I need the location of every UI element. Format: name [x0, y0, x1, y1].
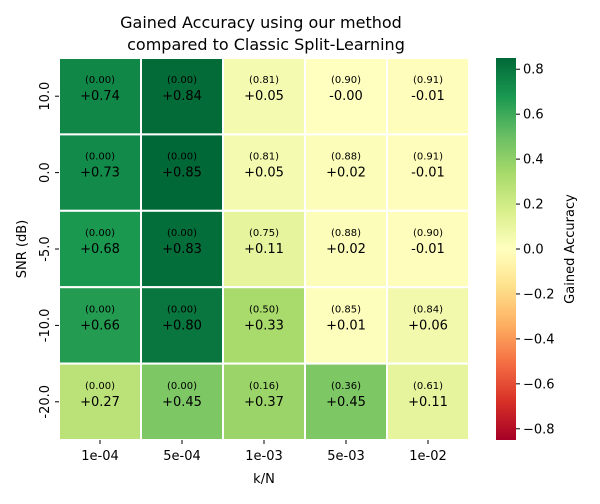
- x-tick-label: 5e-04: [163, 449, 201, 464]
- heatmap-cell: [140, 362, 224, 442]
- heatmap-cell: [140, 209, 224, 289]
- cell-secondary-label: (0.00): [167, 75, 197, 86]
- cell-secondary-label: (0.00): [167, 381, 197, 392]
- cell-secondary-label: (0.00): [85, 304, 115, 315]
- x-tick-label: 1e-03: [245, 449, 283, 464]
- cell-secondary-label: (0.91): [413, 75, 443, 86]
- cell-secondary-label: (0.88): [331, 152, 361, 163]
- cell-value-label: +0.74: [80, 89, 120, 104]
- heatmap-cell: [386, 133, 470, 212]
- colorbar: [496, 58, 516, 440]
- cell-secondary-label: (0.00): [167, 228, 197, 239]
- cell-secondary-label: (0.75): [249, 228, 279, 239]
- x-axis-ticks: 1e-04 5e-04 1e-03 5e-03 1e-02: [81, 440, 447, 464]
- colorbar-tick-label: 0.6: [523, 108, 544, 123]
- y-tick-label: -10.0: [38, 309, 53, 343]
- heatmap-cell: [304, 286, 388, 365]
- cell-secondary-label: (0.16): [249, 381, 279, 392]
- heatmap-cell: [58, 362, 142, 442]
- cell-secondary-label: (0.85): [331, 304, 361, 315]
- cell-secondary-label: (0.81): [249, 75, 279, 86]
- heatmap-cell: [304, 209, 388, 289]
- cell-value-label: +0.05: [244, 166, 284, 181]
- heatmap-cell: [222, 362, 306, 442]
- cell-value-label: -0.01: [411, 242, 445, 257]
- chart-title-line-1: Gained Accuracy using our method: [120, 13, 402, 32]
- cell-secondary-label: (0.88): [331, 228, 361, 239]
- cell-secondary-label: (0.00): [85, 228, 115, 239]
- cell-value-label: +0.02: [326, 166, 366, 181]
- x-axis-label: k/N: [253, 472, 275, 487]
- cell-value-label: +0.66: [80, 318, 120, 333]
- cell-secondary-label: (0.00): [85, 152, 115, 163]
- heatmap-cell: [222, 133, 306, 212]
- colorbar-label: Gained Accuracy: [563, 194, 578, 304]
- cell-value-label: +0.11: [408, 395, 448, 410]
- cell-value-label: +0.84: [162, 89, 202, 104]
- cell-value-label: +0.05: [244, 89, 284, 104]
- cell-secondary-label: (0.00): [85, 381, 115, 392]
- colorbar-tick-label: 0.2: [523, 198, 544, 213]
- cell-value-label: -0.01: [411, 166, 445, 181]
- cell-value-label: +0.45: [162, 395, 202, 410]
- cell-value-label: +0.85: [162, 166, 202, 181]
- cell-value-label: +0.80: [162, 318, 202, 333]
- chart-title-line-2: compared to Classic Split-Learning: [127, 35, 405, 54]
- cell-value-label: +0.33: [244, 318, 284, 333]
- cell-value-label: +0.83: [162, 242, 202, 257]
- y-tick-label: 0.0: [38, 162, 53, 183]
- colorbar-tick-label: 0.4: [523, 153, 544, 168]
- cell-value-label: +0.45: [326, 395, 366, 410]
- cell-value-label: +0.02: [326, 242, 366, 257]
- colorbar-ticks: 0.8 0.6 0.4 0.2 0.0 −0.2 −0.4 −0.6 −0.8: [516, 63, 555, 437]
- colorbar-tick-label: −0.8: [523, 422, 555, 437]
- cell-value-label: +0.06: [408, 318, 448, 333]
- colorbar-tick-label: −0.2: [523, 287, 555, 302]
- y-axis-ticks: 10.0 0.0 -5.0 -10.0 -20.0: [38, 82, 59, 419]
- cell-secondary-label: (0.50): [249, 304, 279, 315]
- colorbar-tick-label: 0.8: [523, 63, 544, 78]
- x-tick-label: 1e-02: [409, 449, 447, 464]
- cell-secondary-label: (0.36): [331, 381, 361, 392]
- y-tick-label: -5.0: [38, 236, 53, 261]
- cell-value-label: -0.01: [411, 89, 445, 104]
- y-tick-label: 10.0: [38, 82, 53, 111]
- heatmap-cell: [386, 286, 470, 365]
- cell-secondary-label: (0.81): [249, 152, 279, 163]
- heatmap-cell: [140, 286, 224, 365]
- cell-value-label: -0.00: [329, 89, 363, 104]
- cell-secondary-label: (0.90): [413, 228, 443, 239]
- y-axis-label: SNR (dB): [15, 220, 30, 278]
- x-tick-label: 1e-04: [81, 449, 119, 464]
- colorbar-tick-label: −0.6: [523, 377, 555, 392]
- heatmap-cell: [222, 286, 306, 365]
- y-tick-label: -20.0: [38, 385, 53, 419]
- cell-secondary-label: (0.90): [331, 75, 361, 86]
- cell-value-label: +0.73: [80, 166, 120, 181]
- heatmap-cell-labels: (0.00) +0.74 (0.00) +0.84 (0.81) +0.05 (0.90) -…: [80, 75, 448, 410]
- cell-secondary-label: (0.91): [413, 152, 443, 163]
- cell-secondary-label: (0.84): [413, 304, 443, 315]
- cell-value-label: +0.01: [326, 318, 366, 333]
- cell-value-label: +0.68: [80, 242, 120, 257]
- cell-secondary-label: (0.00): [85, 75, 115, 86]
- cell-secondary-label: (0.00): [167, 304, 197, 315]
- cell-secondary-label: (0.61): [413, 381, 443, 392]
- heatmap-cells: [58, 57, 470, 442]
- colorbar-tick-label: 0.0: [523, 243, 544, 258]
- cell-value-label: +0.11: [244, 242, 284, 257]
- cell-secondary-label: (0.00): [167, 152, 197, 163]
- x-tick-label: 5e-03: [327, 449, 365, 464]
- cell-value-label: +0.27: [80, 395, 120, 410]
- cell-value-label: +0.37: [244, 395, 284, 410]
- heatmap-cell: [140, 57, 224, 136]
- colorbar-tick-label: −0.4: [523, 332, 555, 347]
